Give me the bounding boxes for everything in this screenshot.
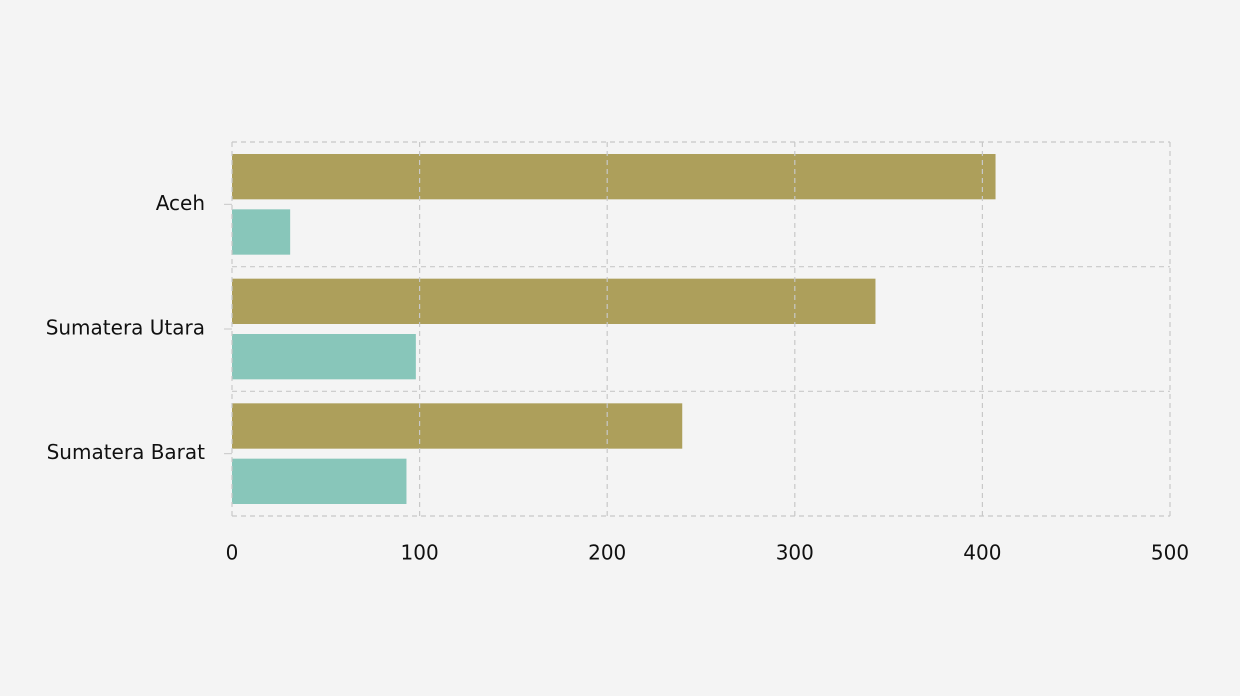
x-tick-label: 400: [963, 541, 1001, 565]
bar: [232, 154, 996, 200]
x-tick-label: 100: [401, 541, 439, 565]
bar: [232, 334, 416, 380]
bar: [232, 209, 291, 255]
bar: [232, 278, 876, 324]
x-tick-label: 500: [1151, 541, 1189, 565]
bar: [232, 403, 683, 449]
y-tick-label: Sumatera Utara: [46, 316, 205, 340]
y-tick-label: Aceh: [156, 191, 205, 215]
bar: [232, 458, 407, 504]
y-tick-label: Sumatera Barat: [47, 440, 206, 464]
x-tick-label: 200: [588, 541, 626, 565]
x-tick-label: 0: [226, 541, 239, 565]
x-tick-label: 300: [776, 541, 814, 565]
